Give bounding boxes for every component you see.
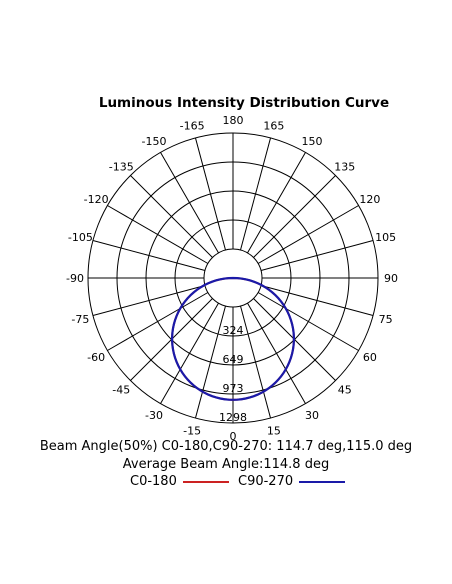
grid-spoke — [160, 302, 219, 404]
ring-label: 649 — [223, 353, 244, 366]
angle-label: 180 — [223, 114, 244, 127]
chart-title: Luminous Intensity Distribution Curve — [99, 95, 389, 111]
angle-label: -15 — [183, 425, 201, 438]
grid-spoke — [107, 292, 209, 351]
polar-grid — [87, 132, 379, 424]
ring-label: 973 — [223, 382, 244, 395]
grid-spoke — [240, 305, 272, 419]
legend-label-c90-270: C90-270 — [238, 474, 294, 489]
intensity-curves — [171, 276, 295, 401]
grid-spoke — [92, 239, 206, 271]
ring-label: 1298 — [219, 411, 247, 424]
legend-line-c90-270 — [299, 480, 346, 483]
polar-chart: Luminous Intensity Distribution Curve 0 1… — [66, 95, 398, 440]
grid-spoke — [247, 302, 306, 404]
angle-label: -60 — [87, 351, 105, 364]
grid-spoke — [130, 175, 213, 258]
legend-item-c90-270: C90-270 — [238, 474, 346, 489]
angle-label: 15 — [267, 425, 281, 438]
grid-spoke — [194, 305, 226, 419]
angle-label: -150 — [142, 135, 167, 148]
angle-label: -90 — [66, 272, 84, 285]
legend: C0-180 C90-270 — [0, 474, 452, 492]
grid-spoke — [257, 292, 359, 351]
angle-label: 165 — [263, 119, 284, 132]
angle-label: -120 — [84, 193, 109, 206]
grid-spoke — [240, 137, 272, 251]
curve-c90-270 — [171, 276, 295, 401]
angle-label: 75 — [379, 313, 393, 326]
angle-label: 60 — [363, 351, 377, 364]
angle-label: -135 — [109, 160, 134, 173]
legend-label-c0-180: C0-180 — [130, 474, 177, 489]
grid-spoke — [253, 175, 336, 258]
angle-label: 90 — [384, 272, 398, 285]
angle-label: -45 — [112, 384, 130, 397]
angle-label: -75 — [71, 313, 89, 326]
angle-label: -165 — [180, 119, 205, 132]
angle-label: -105 — [68, 231, 93, 244]
grid-spoke — [257, 205, 359, 264]
angle-label: 150 — [302, 135, 323, 148]
grid-spoke — [247, 152, 306, 254]
beam-angle-text: Beam Angle(50%) C0-180,C90-270: 114.7 de… — [39, 439, 413, 454]
grid-spoke — [160, 152, 219, 254]
ring-label: 324 — [223, 324, 244, 337]
average-beam-angle-text: Average Beam Angle:114.8 deg — [122, 457, 330, 472]
angle-labels: 0 153045607590105120135150165180-165-150-… — [66, 114, 398, 440]
angle-label: -30 — [145, 409, 163, 422]
angle-label: 30 — [305, 409, 319, 422]
angle-label: 120 — [359, 193, 380, 206]
legend-item-c0-180: C0-180 — [130, 474, 229, 489]
grid-spoke — [194, 137, 226, 251]
grid-spoke — [92, 285, 206, 317]
ring-labels: 32464997312981622 — [219, 324, 247, 424]
grid-spoke — [260, 285, 374, 317]
angle-label: 45 — [338, 384, 352, 397]
angle-label: 105 — [375, 231, 396, 244]
grid-spoke — [260, 239, 374, 271]
angle-label: 0 — [230, 430, 237, 440]
angle-label: 135 — [334, 160, 355, 173]
legend-line-c0-180 — [182, 480, 229, 483]
grid-spoke — [107, 205, 209, 264]
